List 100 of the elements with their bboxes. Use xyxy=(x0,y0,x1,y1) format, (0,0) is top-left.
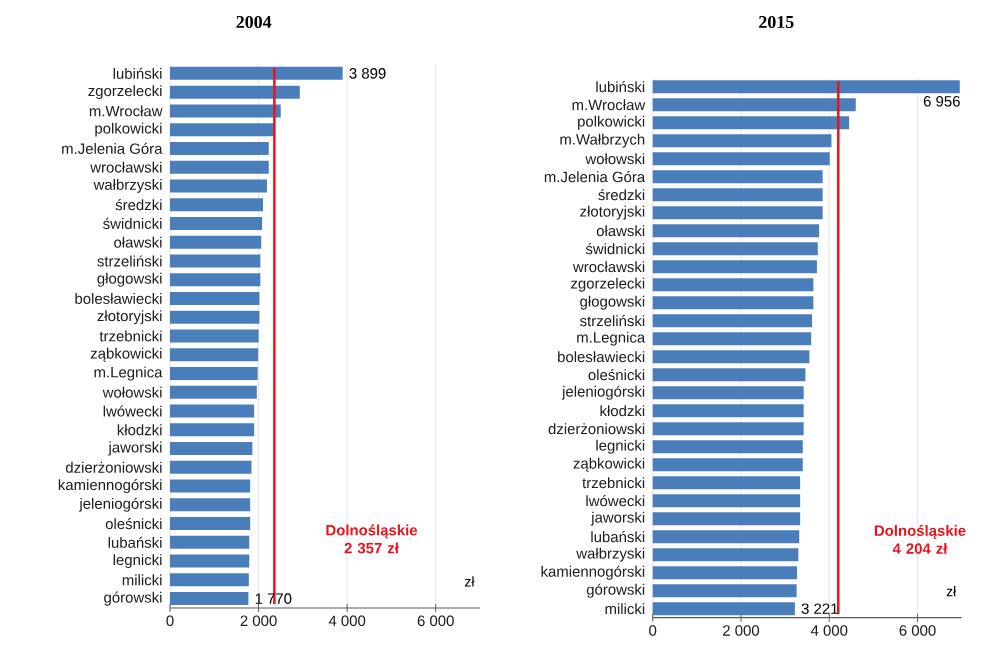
bar xyxy=(170,367,258,381)
bar xyxy=(652,386,804,400)
bar xyxy=(652,512,801,526)
y-tick-label: polkowicki xyxy=(578,115,645,130)
bar xyxy=(652,260,817,274)
bar xyxy=(170,385,257,399)
y-tick-label: strzeliński xyxy=(580,315,645,327)
bar xyxy=(652,242,818,256)
y-tick-label: złotoryjski xyxy=(580,205,645,220)
y-tick-label: głogowski xyxy=(97,272,162,287)
y-tick-label: strzeliński xyxy=(97,255,162,267)
x-tick-label: 0 xyxy=(166,615,174,627)
bar xyxy=(170,141,269,155)
y-tick-label: m.Wrocław xyxy=(572,99,646,111)
x-tick-label: 6 000 xyxy=(417,615,454,627)
y-tick-label: dzierżoniowski xyxy=(548,423,645,435)
x-tick-label: 6 000 xyxy=(899,625,936,636)
bar xyxy=(652,278,814,292)
bar xyxy=(170,216,263,230)
x-tick-label: 4 000 xyxy=(328,615,366,627)
y-tick-label: górowski xyxy=(104,591,162,606)
bar xyxy=(170,310,260,324)
bar xyxy=(170,573,249,587)
bar xyxy=(652,152,830,166)
y-tick-label: ząbkowicki xyxy=(573,457,645,472)
y-tick-label: głogowski xyxy=(580,295,645,310)
y-tick-label: lubański xyxy=(591,531,645,543)
chart-title: 2004 xyxy=(236,15,272,29)
bar xyxy=(652,188,823,202)
bar xyxy=(652,422,804,436)
y-tick-label: oleśnicki xyxy=(105,518,162,530)
data-label: 3 899 xyxy=(349,68,386,79)
y-tick-label: m.Wałbrzych xyxy=(560,133,645,148)
y-tick-label: jaworski xyxy=(590,511,645,526)
bar xyxy=(170,592,249,606)
bar xyxy=(652,368,806,382)
bar xyxy=(170,273,261,287)
bar xyxy=(652,80,960,94)
x-tick-label: 2 000 xyxy=(240,615,277,627)
bar xyxy=(170,348,259,362)
bar xyxy=(170,291,260,305)
bar xyxy=(652,404,804,418)
x-axis-title: zł xyxy=(464,576,475,587)
bar xyxy=(652,458,803,472)
y-tick-label: milicki xyxy=(605,603,645,615)
y-tick-label: m.Jelenia Góra xyxy=(544,171,646,183)
y-tick-label: bolesławiecki xyxy=(558,351,645,363)
bar xyxy=(652,224,820,238)
bar xyxy=(170,235,262,249)
bar xyxy=(170,160,269,174)
y-tick-label: legnicki xyxy=(596,439,645,454)
y-tick-label: zgorzelecki xyxy=(571,277,645,292)
bar xyxy=(170,254,261,268)
x-tick-label: 4 000 xyxy=(810,625,848,636)
y-tick-label: trzebnicki xyxy=(582,477,645,489)
bar xyxy=(652,98,856,112)
y-tick-label: kamiennogórski xyxy=(541,565,645,580)
y-tick-label: ząbkowicki xyxy=(90,347,162,362)
bar xyxy=(170,479,251,493)
bar xyxy=(170,423,255,437)
y-tick-label: lwówecki xyxy=(586,495,645,507)
ref-line-label: Dolnośląskie 4 204 zł xyxy=(874,524,966,554)
y-tick-label: wołowski xyxy=(585,153,645,165)
y-tick-label: wałbrzyski xyxy=(576,547,645,562)
bar xyxy=(652,602,795,616)
y-tick-label: milicki xyxy=(122,574,162,586)
bar xyxy=(170,442,253,456)
data-label: 6 956 xyxy=(923,95,960,107)
bar xyxy=(170,498,251,512)
bar xyxy=(170,179,267,193)
y-tick-label: górowski xyxy=(586,583,645,598)
bar xyxy=(170,66,343,80)
bar xyxy=(652,440,803,454)
y-tick-label: jeleniogórski xyxy=(561,385,645,400)
y-tick-label: kłodzki xyxy=(117,424,162,436)
bar xyxy=(652,116,850,130)
chart-title: 2015 xyxy=(759,15,794,29)
y-tick-label: kłodzki xyxy=(600,405,645,417)
bar xyxy=(170,554,250,568)
ref-line-label: Dolnośląskie 2 357 zł xyxy=(326,524,418,554)
bar xyxy=(170,104,281,118)
x-tick-label: 2 000 xyxy=(723,625,760,636)
y-tick-label: jeleniogórski xyxy=(79,497,162,512)
y-tick-label: m.Legnica xyxy=(94,366,163,381)
y-tick-label: oławski xyxy=(596,225,645,237)
bar xyxy=(652,296,814,310)
bar xyxy=(170,404,255,418)
y-tick-label: polkowicki xyxy=(95,122,162,137)
y-tick-label: lubiński xyxy=(113,67,162,79)
y-tick-label: oleśnicki xyxy=(588,369,645,381)
bar xyxy=(652,206,823,220)
bar xyxy=(652,494,801,508)
y-tick-label: średzki xyxy=(115,199,162,211)
bar xyxy=(170,123,275,137)
bar xyxy=(652,584,797,598)
y-tick-label: m.Wrocław xyxy=(89,105,163,117)
y-tick-label: trzebnicki xyxy=(99,330,162,342)
y-tick-label: wołowski xyxy=(102,386,162,398)
bar xyxy=(652,530,800,544)
bar xyxy=(652,314,813,328)
